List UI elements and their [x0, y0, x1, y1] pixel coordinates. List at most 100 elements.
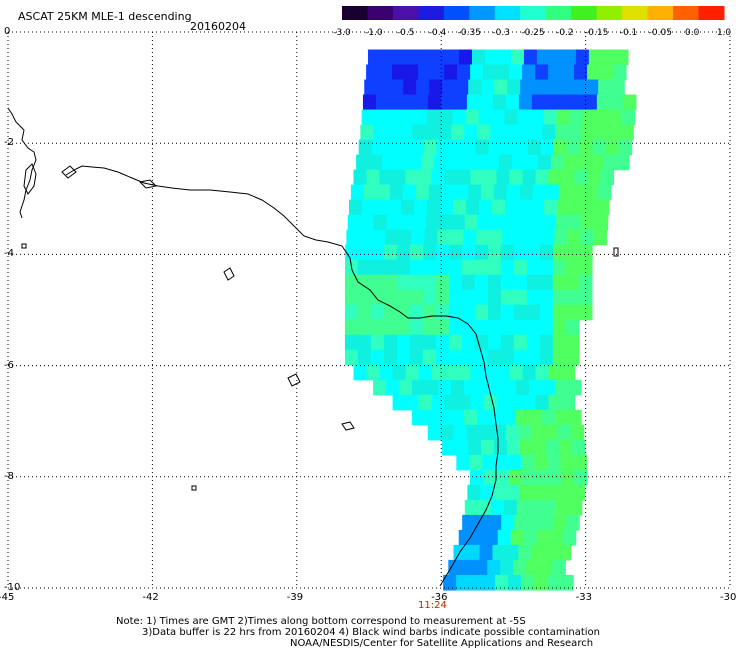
- swath-cell: [344, 274, 359, 291]
- swath-cell: [566, 244, 580, 261]
- swath-cell: [490, 409, 504, 426]
- swath-cell: [600, 169, 615, 186]
- swath-cell: [431, 169, 446, 186]
- swath-cell: [519, 184, 534, 201]
- lon-tick-label: -39: [286, 592, 304, 603]
- swath-cell: [492, 544, 507, 561]
- swath-cell: [536, 529, 551, 546]
- swath-cell: [526, 274, 541, 291]
- swath-cell: [561, 64, 575, 81]
- swath-cell: [543, 199, 558, 216]
- swath-cell: [506, 439, 521, 456]
- swath-cell: [581, 124, 595, 141]
- swath-cell: [461, 559, 475, 576]
- swath-cell: [562, 49, 577, 66]
- swath-cell: [448, 259, 463, 276]
- swath-cell: [483, 64, 497, 81]
- swath-cell: [386, 379, 400, 396]
- swath-cell: [607, 124, 621, 141]
- swath-cell: [490, 214, 505, 231]
- swath-cell: [601, 49, 616, 66]
- swath-cell: [522, 169, 537, 186]
- swath-cell: [461, 259, 476, 276]
- swath-cell: [503, 499, 518, 516]
- swath-cell: [568, 124, 582, 141]
- swath-cell: [344, 334, 359, 351]
- swath-cell: [516, 409, 530, 426]
- island: [287, 373, 301, 387]
- coastline-north: [7, 107, 37, 219]
- swath-cell: [452, 199, 467, 216]
- swath-cell: [366, 64, 380, 81]
- swath-cell: [530, 109, 545, 126]
- swath-cell: [356, 154, 370, 171]
- swath-cell: [587, 64, 601, 81]
- swath-cell: [488, 139, 503, 156]
- swath-cell: [465, 109, 480, 126]
- swath-cell: [461, 349, 476, 366]
- swath-cell: [508, 454, 522, 471]
- swath-cell: [528, 229, 542, 246]
- swath-cell: [452, 109, 467, 126]
- swath-cell: [422, 319, 437, 336]
- swath-cell: [474, 349, 489, 366]
- swath-cell: [409, 349, 424, 366]
- swath-cell: [411, 229, 426, 246]
- swath-cell: [435, 304, 450, 321]
- swath-cell: [514, 514, 528, 531]
- swath-cell: [526, 259, 541, 276]
- swath-cell: [357, 274, 372, 291]
- swath-cell: [360, 124, 374, 141]
- swath-cell: [466, 424, 481, 441]
- swath-cell: [508, 469, 523, 486]
- swath-cell: [481, 439, 495, 456]
- swath-cell: [622, 94, 637, 111]
- swath-cell: [477, 214, 492, 231]
- colorbar-tick-label: 0.0: [684, 28, 700, 38]
- swath-cell: [582, 109, 597, 126]
- colorbar-tick-label: -0.5: [396, 28, 415, 38]
- swath-cell: [487, 274, 502, 291]
- swath-cell: [439, 109, 454, 126]
- swath-cell: [552, 334, 567, 351]
- swath-cell: [480, 484, 494, 501]
- swath-cell: [419, 49, 434, 66]
- swath-cell: [611, 79, 625, 96]
- swath-cell: [588, 49, 603, 66]
- swath-cell: [372, 229, 387, 246]
- swath-cell: [616, 154, 630, 171]
- swath-cell: [425, 379, 439, 396]
- swath-cell: [471, 49, 486, 66]
- swath-cell: [396, 274, 411, 291]
- swath-cell: [503, 379, 517, 396]
- swath-cell: [509, 64, 523, 81]
- swath-cell: [573, 454, 587, 471]
- swath-cell: [441, 184, 456, 201]
- swath-cell: [487, 319, 502, 336]
- swath-cell: [469, 454, 483, 471]
- swath-cell: [396, 304, 411, 321]
- swath-cell: [495, 574, 509, 591]
- swath-cell: [545, 184, 560, 201]
- swath-cell: [613, 64, 627, 81]
- swath-cell: [460, 154, 474, 171]
- swath-cell: [572, 79, 586, 96]
- swath-cell: [466, 544, 481, 561]
- swath-cell: [505, 544, 520, 561]
- swath-cell: [418, 169, 433, 186]
- swath-cell: [364, 79, 378, 96]
- swath-cell: [551, 154, 565, 171]
- swath-cell: [353, 169, 368, 186]
- swath-cell: [383, 319, 398, 336]
- swath-cell: [500, 319, 515, 336]
- swath-cell: [553, 139, 568, 156]
- swath-cell: [422, 274, 437, 291]
- swath-cell: [521, 454, 535, 471]
- swath-cell: [418, 394, 433, 411]
- swath-cell: [412, 124, 426, 141]
- swath-cell: [409, 274, 424, 291]
- swath-cell: [440, 94, 455, 111]
- swath-cell: [514, 139, 529, 156]
- swath-cell: [513, 334, 528, 351]
- swath-cell: [560, 574, 574, 591]
